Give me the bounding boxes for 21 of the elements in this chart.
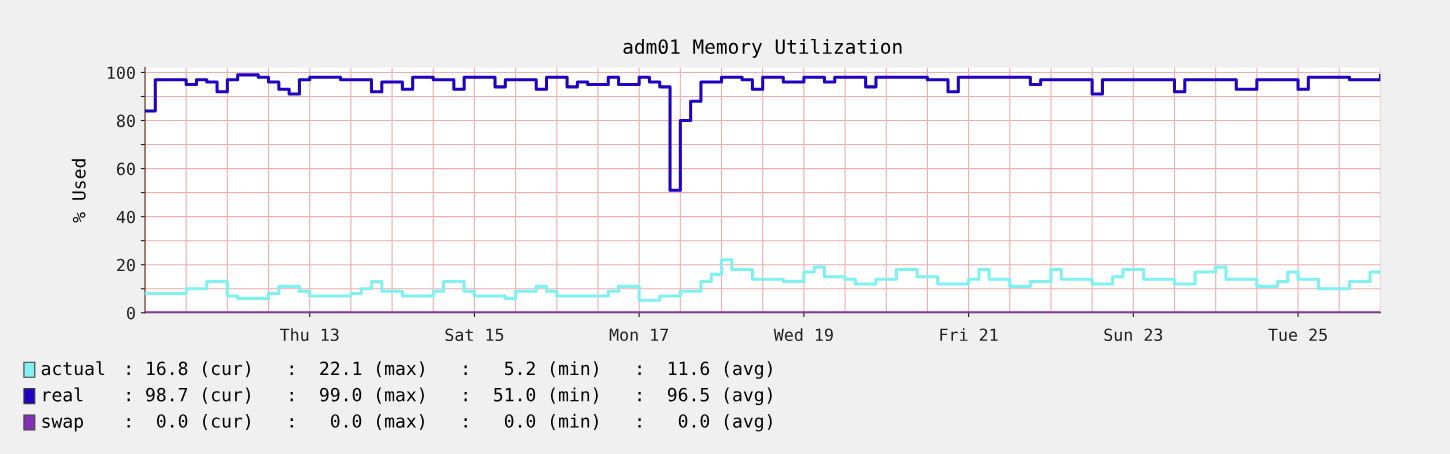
x-tick-label: Fri 21 <box>940 328 998 341</box>
x-tick-label: Tue 25 <box>1268 328 1327 342</box>
y-tick-label: 100 <box>107 66 135 80</box>
legend-label: actual <box>41 361 105 376</box>
x-tick-label: Thu 13 <box>280 328 339 342</box>
y-tick-label: 60 <box>116 162 135 176</box>
y-tick-label: 0 <box>127 306 135 320</box>
x-tick-label: Sat 15 <box>445 328 504 342</box>
x-tick-label: Sun 23 <box>1104 328 1163 342</box>
text: : 0.0 (cur) : 0.0 (max) : 0.0 (min) : 0.0 (avg) <box>127 413 772 432</box>
legend-label: real <box>43 387 83 402</box>
x-tick-label: Mon 17 <box>609 328 669 342</box>
text: : 98.7 (cur) : 99.0 (max) : 51.0 (min) : 96.5 (avg) <box>127 387 772 406</box>
x-tick-label: Wed 19 <box>773 328 833 342</box>
text: : 16.8 (cur) : 22.1 (max) : 5.2 (min) : 11.6 (avg) <box>127 361 772 379</box>
y-tick-label: 80 <box>116 114 135 128</box>
y-tick-label: 40 <box>116 210 135 224</box>
chart-title: adm01 Memory Utilization <box>623 38 902 58</box>
legend-label: swap <box>42 417 83 432</box>
y-axis-title: % Used <box>71 159 86 223</box>
y-tick-label: 20 <box>117 258 135 272</box>
